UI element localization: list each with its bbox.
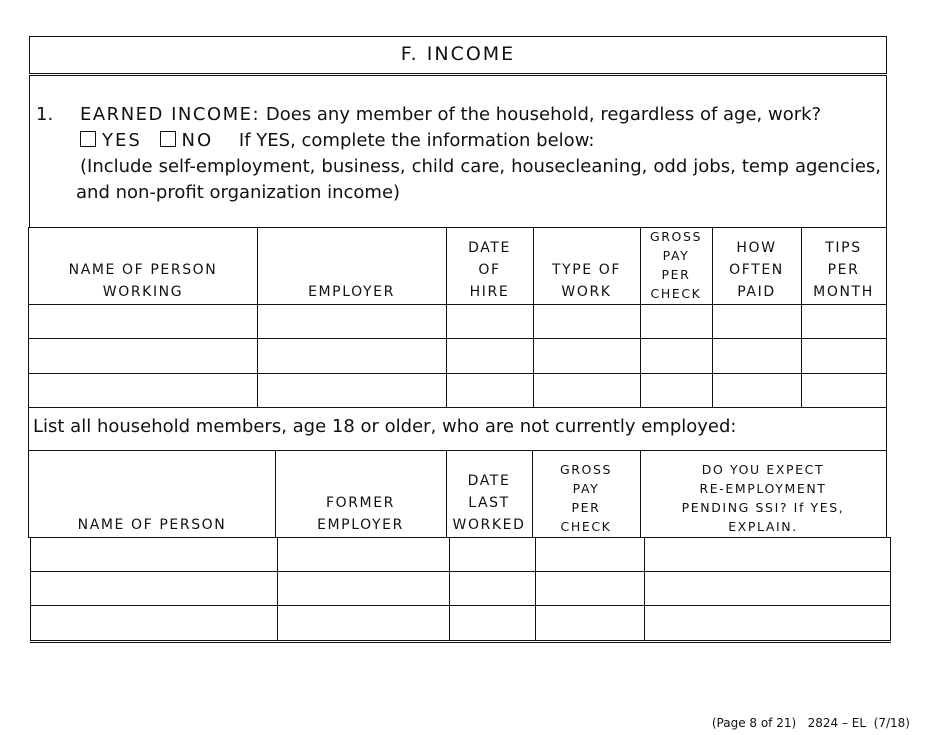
- table-cell-input[interactable]: [446, 373, 534, 408]
- no-label: NO: [181, 130, 214, 151]
- table-cell-input[interactable]: [28, 373, 258, 408]
- table-cell-input[interactable]: [640, 373, 713, 408]
- table-cell-input[interactable]: [801, 373, 887, 408]
- table-cell-input[interactable]: [535, 571, 645, 606]
- table-cell-input[interactable]: [257, 373, 447, 408]
- table-cell-input[interactable]: [533, 304, 641, 339]
- question-text: Does any member of the household, regard…: [265, 104, 822, 125]
- column-header: TYPE OF WORK: [533, 227, 641, 305]
- page-footer: (Page 8 of 21) 2824 – EL (7/18): [711, 716, 910, 730]
- column-header: DATE OF HIRE: [446, 227, 534, 305]
- column-header: NAME OF PERSON: [28, 450, 276, 538]
- table-cell-input[interactable]: [640, 304, 713, 339]
- table-cell-input[interactable]: [535, 606, 645, 641]
- table-cell-input[interactable]: [449, 571, 536, 606]
- unemployed-prompt: List all household members, age 18 or ol…: [33, 416, 737, 437]
- column-header: DATE LAST WORKED: [446, 450, 533, 538]
- column-header: HOW OFTEN PAID: [712, 227, 802, 305]
- question-note: (Include self-employment, business, chil…: [76, 156, 881, 203]
- table-cell-input[interactable]: [277, 571, 450, 606]
- table-cell-input[interactable]: [533, 339, 641, 374]
- question-box: 1. EARNED INCOME: Does any member of the …: [29, 75, 887, 228]
- column-header: FORMER EMPLOYER: [275, 450, 447, 538]
- table-cell-input[interactable]: [28, 339, 258, 374]
- table-cell-input[interactable]: [712, 339, 802, 374]
- table-cell-input[interactable]: [446, 339, 534, 374]
- column-header: GROSS PAY PER CHECK: [640, 227, 713, 305]
- table-cell-input[interactable]: [535, 537, 645, 572]
- table-cell-input[interactable]: [801, 339, 887, 374]
- table-cell-input[interactable]: [712, 373, 802, 408]
- table-cell-input[interactable]: [30, 537, 278, 572]
- table-cell-input[interactable]: [449, 537, 536, 572]
- column-header: NAME OF PERSON WORKING: [28, 227, 258, 305]
- section-title: F. INCOME: [400, 43, 516, 65]
- question-instruction: If YES, complete the information below:: [238, 130, 595, 151]
- table-cell-input[interactable]: [801, 304, 887, 339]
- table-cell-input[interactable]: [644, 571, 891, 606]
- table-cell-input[interactable]: [257, 339, 447, 374]
- table-cell-input[interactable]: [449, 606, 536, 641]
- table-cell-input[interactable]: [446, 304, 534, 339]
- table-cell-input[interactable]: [28, 304, 258, 339]
- table-cell-input[interactable]: [277, 537, 450, 572]
- table-cell-input[interactable]: [30, 571, 278, 606]
- table-cell-input[interactable]: [640, 339, 713, 374]
- section-title-box: F. INCOME: [29, 36, 887, 74]
- unemployed-prompt-row: List all household members, age 18 or ol…: [28, 407, 887, 451]
- question-number: 1.: [36, 104, 54, 125]
- table-cell-input[interactable]: [257, 304, 447, 339]
- no-checkbox[interactable]: [159, 131, 176, 147]
- table-cell-input[interactable]: [644, 537, 891, 572]
- column-header: EMPLOYER: [257, 227, 447, 305]
- table-cell-input[interactable]: [30, 606, 278, 641]
- question-label: EARNED INCOME:: [80, 104, 261, 125]
- table-cell-input[interactable]: [533, 373, 641, 408]
- bottom-rule: [30, 642, 891, 643]
- yes-checkbox[interactable]: [80, 131, 96, 147]
- column-header: GROSS PAY PER CHECK: [532, 450, 641, 538]
- table-cell-input[interactable]: [277, 606, 450, 641]
- yes-label: YES: [102, 130, 142, 151]
- column-header: TIPS PER MONTH: [801, 227, 887, 305]
- column-header: DO YOU EXPECT RE-EMPLOYMENT PENDING SSI?…: [640, 450, 887, 538]
- table-cell-input[interactable]: [712, 304, 802, 339]
- table-cell-input[interactable]: [644, 606, 891, 641]
